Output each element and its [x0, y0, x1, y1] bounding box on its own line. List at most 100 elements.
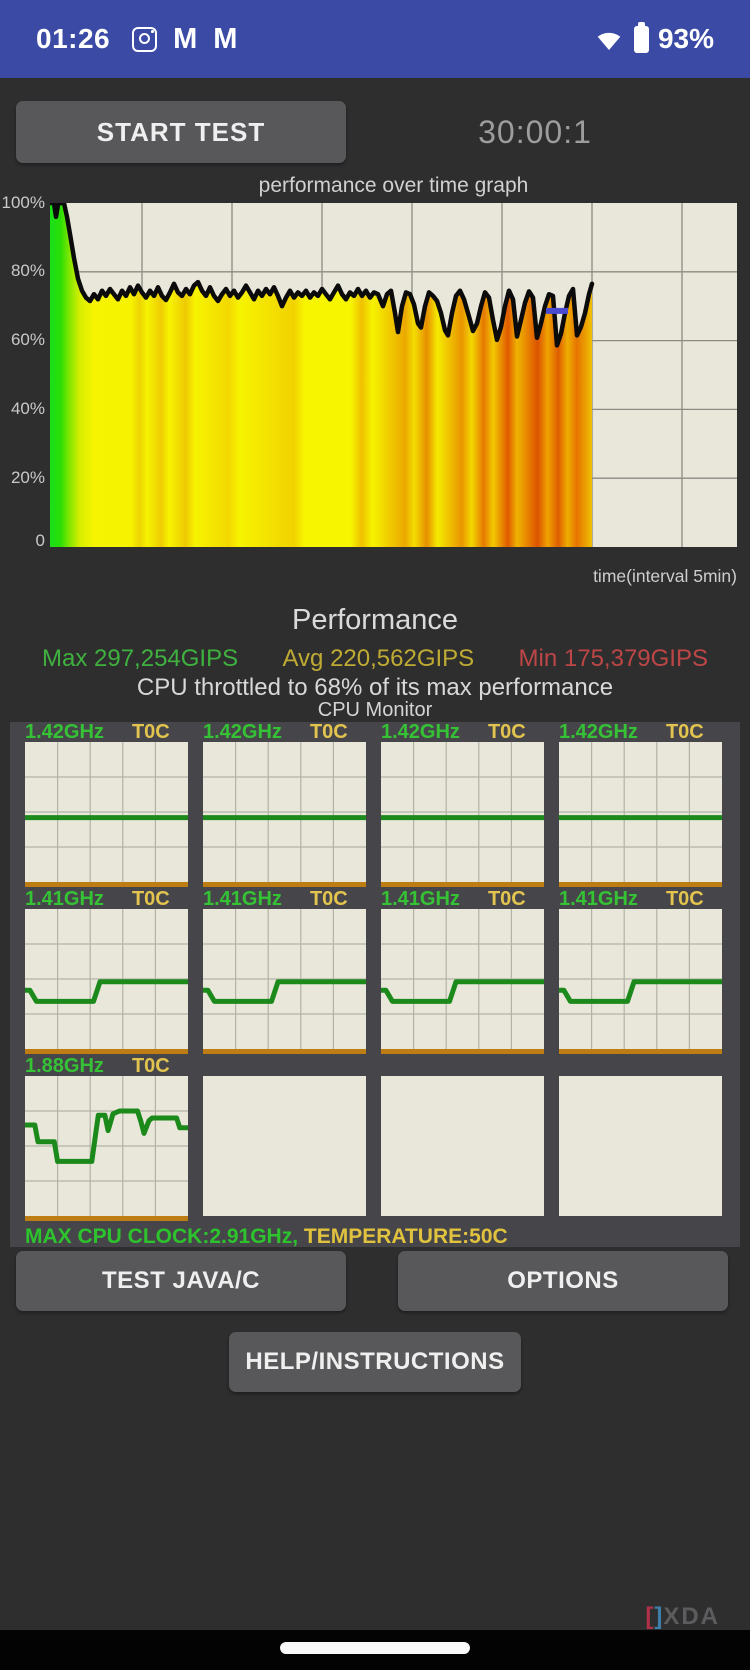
throttle-level-marker: [546, 307, 568, 314]
chart-spacer: [203, 1216, 366, 1221]
cpu-core-cell: 1.41GHz T0C: [381, 888, 544, 1054]
instagram-notification-icon: [132, 26, 158, 52]
performance-graph-svg: [47, 200, 737, 547]
notification-icons: M M: [132, 22, 238, 55]
core-frequency-label: 1.42GHz: [381, 721, 460, 743]
chart-bottom-bar: [203, 1049, 366, 1054]
min-gips-stat: Min 175,379GIPS: [518, 645, 708, 672]
battery-percent: 93%: [657, 23, 714, 54]
core-frequency-label: 1.41GHz: [25, 888, 104, 910]
core-usage-chart: [559, 909, 722, 1049]
navigation-bar: [0, 1630, 750, 1670]
core-usage-chart: [203, 742, 366, 882]
cpu-core-cell: 1.41GHz T0C: [25, 888, 188, 1054]
throttle-note: CPU throttled to 68% of its max performa…: [136, 674, 614, 701]
core-labels: [203, 1057, 366, 1076]
status-right-icons: 93%: [596, 21, 714, 55]
options-button[interactable]: OPTIONS: [398, 1251, 728, 1311]
core-labels: 1.41GHz T0C: [203, 888, 366, 910]
max-gips-stat: Max 297,254GIPS: [42, 645, 239, 672]
y-axis-tick: 40%: [10, 399, 45, 418]
core-temperature-label: T0C: [487, 888, 526, 910]
core-labels: 1.42GHz T0C: [25, 721, 188, 743]
core-usage-chart: [559, 742, 722, 882]
cpu-core-cell: 1.42GHz T0C: [559, 721, 722, 887]
core-frequency-label: 1.42GHz: [25, 721, 104, 743]
gmail-notification-icon: M: [173, 22, 198, 55]
core-usage-chart: [381, 909, 544, 1049]
chart-bottom-bar: [559, 882, 722, 887]
core-usage-chart: [25, 909, 188, 1049]
y-axis-tick: 0: [35, 531, 45, 550]
performance-heading: Performance: [291, 604, 458, 636]
core-usage-chart: [25, 742, 188, 882]
cpu-core-cell: 1.42GHz T0C: [25, 721, 188, 887]
cpu-core-cell: 1.42GHz T0C: [203, 721, 366, 887]
wifi-icon: [597, 32, 621, 50]
y-axis-tick: 20%: [10, 468, 45, 487]
core-usage-chart: [203, 1076, 366, 1216]
chart-bottom-bar: [381, 882, 544, 887]
test-java-c-button[interactable]: TEST JAVA/C: [16, 1251, 346, 1311]
gmail-notification-icon-2: M: [213, 22, 238, 55]
core-labels: 1.88GHz T0C: [25, 1055, 188, 1077]
core-temperature-label: T0C: [665, 888, 704, 910]
core-labels: 1.42GHz T0C: [559, 721, 722, 743]
help-instructions-button[interactable]: HELP/INSTRUCTIONS: [229, 1332, 521, 1392]
core-frequency-label: 1.41GHz: [203, 888, 282, 910]
cpu-summary: MAX CPU CLOCK:2.91GHz, TEMPERATURE:50C: [25, 1225, 722, 1249]
core-frequency-label: 1.41GHz: [381, 888, 460, 910]
core-frequency-label: 1.42GHz: [203, 721, 282, 743]
core-temperature-label: T0C: [309, 721, 348, 743]
core-labels: 1.41GHz T0C: [25, 888, 188, 910]
core-temperature-label: T0C: [487, 721, 526, 743]
x-axis-label: time(interval 5min): [593, 566, 737, 586]
cpu-core-cell: [203, 1057, 366, 1221]
status-clock: 01:26: [36, 23, 111, 54]
chart-bottom-bar: [25, 1049, 188, 1054]
chart-bottom-bar: [381, 1049, 544, 1054]
chart-bottom-bar: [559, 1049, 722, 1054]
chart-spacer: [559, 1216, 722, 1221]
core-frequency-label: 1.88GHz: [25, 1055, 104, 1077]
y-axis-tick: 100%: [1, 193, 45, 212]
max-clock-summary: MAX CPU CLOCK:2.91GHz,: [25, 1225, 299, 1248]
core-frequency-label: 1.41GHz: [559, 888, 638, 910]
cpu-core-cell: [559, 1057, 722, 1221]
xda-watermark: []XDA: [645, 1604, 720, 1630]
xda-bracket-left: [: [645, 1603, 655, 1630]
performance-stats: Max 297,254GIPS Avg 220,562GIPS Min 175,…: [0, 645, 750, 673]
core-labels: 1.42GHz T0C: [381, 721, 544, 743]
graph-title: performance over time graph: [258, 174, 529, 197]
chart-spacer: [381, 1216, 544, 1221]
chart-bottom-bar: [25, 1216, 188, 1221]
start-test-button[interactable]: START TEST: [16, 101, 346, 163]
core-usage-chart: [559, 1076, 722, 1216]
home-indicator[interactable]: [280, 1642, 470, 1654]
core-temperature-label: T0C: [131, 721, 170, 743]
cpu-core-cell: [381, 1057, 544, 1221]
core-frequency-label: 1.42GHz: [559, 721, 638, 743]
y-axis-tick: 80%: [10, 261, 45, 280]
xda-logo-text: XDA: [663, 1603, 720, 1630]
core-labels: 1.41GHz T0C: [381, 888, 544, 910]
core-usage-chart: [381, 1076, 544, 1216]
core-labels: 1.42GHz T0C: [203, 721, 366, 743]
core-usage-chart: [25, 1076, 188, 1216]
temperature-summary: TEMPERATURE:50C: [298, 1225, 508, 1248]
status-bar: 01:26 M M 93%: [0, 0, 750, 78]
chart-bottom-bar: [25, 882, 188, 887]
avg-gips-stat: Avg 220,562GIPS: [282, 645, 475, 672]
performance-over-time-graph: [47, 200, 737, 547]
xda-bracket-right: ]: [654, 1603, 664, 1630]
cpu-core-cell: 1.88GHz T0C: [25, 1055, 188, 1221]
core-usage-chart: [381, 742, 544, 882]
cpu-core-cell: 1.41GHz T0C: [203, 888, 366, 1054]
cpu-core-cell: 1.41GHz T0C: [559, 888, 722, 1054]
battery-icon: [633, 21, 649, 53]
core-labels: [559, 1057, 722, 1076]
core-temperature-label: T0C: [131, 888, 170, 910]
chart-bottom-bar: [203, 882, 366, 887]
cpu-core-cell: 1.42GHz T0C: [381, 721, 544, 887]
